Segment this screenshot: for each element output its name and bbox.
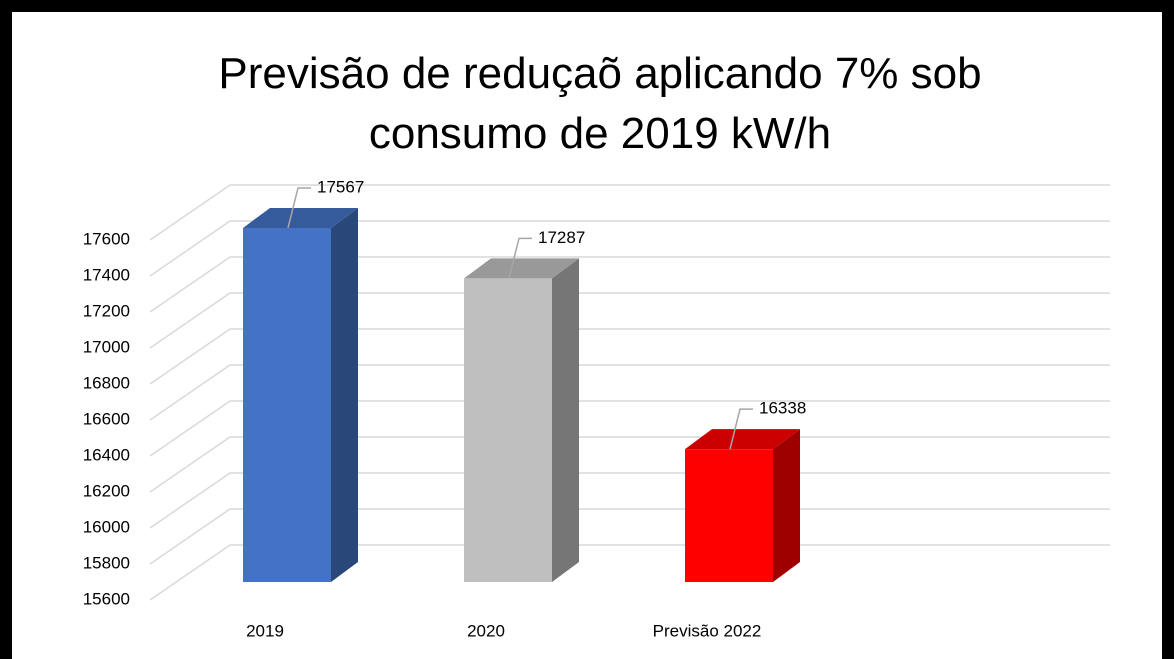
grid-line xyxy=(149,364,1110,421)
leader-line xyxy=(508,237,532,279)
data-label: 17287 xyxy=(538,228,585,247)
y-tick-label: 17600 xyxy=(83,229,130,248)
grid-line xyxy=(149,508,1110,565)
chart-title-line-2: consumo de 2019 kW/h xyxy=(369,109,831,158)
y-tick-label: 16600 xyxy=(83,409,130,428)
x-tick-label: 2020 xyxy=(467,621,505,640)
y-tick-label: 16400 xyxy=(83,445,130,464)
bar-side xyxy=(552,258,579,582)
leader-line xyxy=(729,408,753,450)
x-tick-label: 2019 xyxy=(246,621,284,640)
bar xyxy=(243,227,331,582)
grid-line xyxy=(149,292,1110,349)
y-tick-label: 16000 xyxy=(83,517,130,536)
bar xyxy=(685,449,773,582)
data-label: 17567 xyxy=(317,177,364,196)
bar xyxy=(464,278,552,582)
y-tick-label: 17400 xyxy=(83,265,130,284)
y-tick-label: 16200 xyxy=(83,481,130,500)
grid-line xyxy=(149,436,1110,493)
bar-top xyxy=(464,258,579,279)
title-line: Previsão de reduçaõ aplicando 7% sob xyxy=(218,49,981,98)
grid-line xyxy=(149,544,1110,601)
grid-line xyxy=(149,328,1110,385)
leader-line xyxy=(287,187,311,229)
bar-side xyxy=(773,429,800,582)
y-tick-label: 15600 xyxy=(83,589,130,608)
y-tick-label: 15800 xyxy=(83,553,130,572)
bar-top xyxy=(685,429,800,450)
grid-line xyxy=(149,220,1110,277)
grid-line xyxy=(149,472,1110,529)
grid-line xyxy=(149,400,1110,457)
title-line: consumo de 2019 kW/h xyxy=(369,109,831,158)
grid-line xyxy=(149,256,1110,313)
y-tick-label: 17000 xyxy=(83,337,130,356)
bar-top xyxy=(243,207,358,228)
y-tick-label: 17200 xyxy=(83,301,130,320)
grid-line xyxy=(149,184,1110,241)
x-tick-label: Previsão 2022 xyxy=(653,621,762,640)
chart-title: Previsão de reduçaõ aplicando 7% sob xyxy=(218,49,981,98)
data-label: 16338 xyxy=(759,399,806,418)
y-tick-label: 16800 xyxy=(83,373,130,392)
bar-side xyxy=(331,207,358,582)
